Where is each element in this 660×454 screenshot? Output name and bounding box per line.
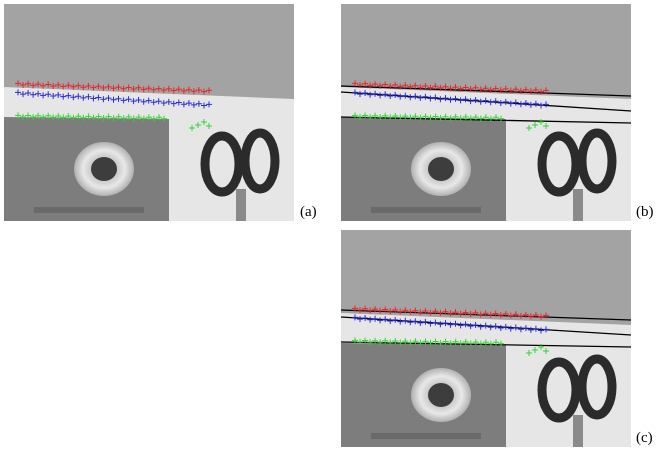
scene-image-b <box>341 4 631 221</box>
tape-core <box>428 157 454 181</box>
panel-label-b: (b) <box>636 204 654 220</box>
scissor-blade <box>573 189 583 221</box>
red-markers <box>352 80 549 95</box>
green-markers <box>15 112 212 131</box>
scissor-blade <box>236 189 246 221</box>
ruler <box>371 433 481 439</box>
scene-image-a <box>4 4 294 221</box>
blue-markers <box>352 314 549 334</box>
ruler <box>34 207 144 213</box>
red-markers <box>352 305 549 320</box>
scissors <box>200 128 280 197</box>
scissor-blade <box>573 415 583 447</box>
blue-markers <box>352 89 549 109</box>
panel-label-c: (c) <box>636 430 653 446</box>
red-markers <box>15 80 212 95</box>
panel-c <box>341 230 631 447</box>
tape-core <box>428 383 454 407</box>
ruler <box>371 207 481 213</box>
scissors <box>537 354 617 423</box>
blue-markers <box>15 89 212 109</box>
panel-label-a: (a) <box>300 204 317 220</box>
green-markers <box>352 112 549 131</box>
tape-core <box>91 157 117 181</box>
green-markers <box>352 337 549 356</box>
scene-image-c <box>341 230 631 447</box>
panel-b <box>341 4 631 221</box>
panel-a <box>4 4 294 221</box>
scissors <box>537 128 617 197</box>
